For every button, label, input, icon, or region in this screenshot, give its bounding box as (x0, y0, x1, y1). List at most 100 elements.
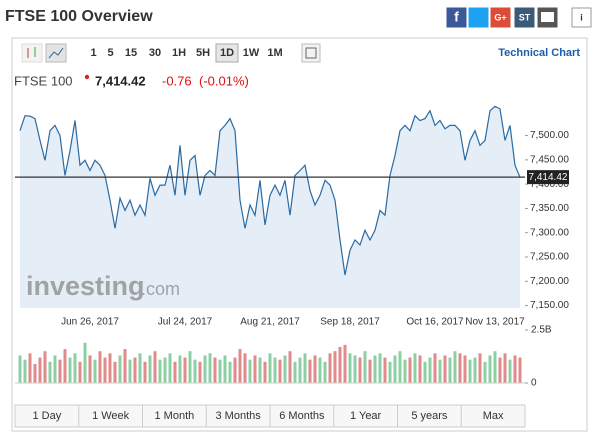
volume-bar (343, 344, 347, 383)
volume-bar (498, 357, 502, 383)
volume-bar (313, 355, 317, 383)
interval-button[interactable]: 30 (149, 47, 161, 59)
volume-bar (38, 357, 42, 383)
volume-bar (208, 353, 212, 383)
volume-bar (133, 357, 137, 383)
volume-bar (363, 351, 367, 383)
range-button[interactable]: Max (483, 410, 504, 422)
volume-bar (203, 355, 207, 383)
volume-bar (138, 353, 142, 383)
y-tick-label: 7,150.00 (530, 300, 569, 311)
range-button[interactable]: 5 years (411, 410, 448, 422)
volume-bar (113, 361, 117, 383)
interval-active (215, 43, 239, 63)
x-tick-label: Sep 18, 2017 (320, 317, 380, 328)
volume-bar (223, 355, 227, 383)
range-button[interactable]: 1 Week (92, 410, 130, 422)
volume-bar (393, 355, 397, 383)
widget-frame (11, 37, 588, 432)
interval-button[interactable]: 1W (243, 47, 260, 59)
volume-bar (483, 361, 487, 383)
volume-bar (373, 355, 377, 383)
volume-bar (88, 355, 92, 383)
range-button[interactable]: 1 Year (350, 410, 382, 422)
x-tick-label: Nov 13, 2017 (465, 317, 525, 328)
volume-bar (243, 353, 247, 383)
volume-bar (143, 361, 147, 383)
volume-bar (118, 355, 122, 383)
share-icon[interactable] (446, 7, 467, 28)
y-tick-label: 7,450.00 (530, 154, 569, 165)
volume-bar (508, 359, 512, 383)
volume-bar (318, 357, 322, 383)
interval-button[interactable]: 5H (196, 47, 210, 59)
volume-bar (273, 357, 277, 383)
volume-bar (293, 361, 297, 383)
y-tick-label: 7,400.00 (530, 179, 569, 190)
volume-bar (413, 353, 417, 383)
volume-bar (358, 357, 362, 383)
interval-button[interactable]: 1H (172, 47, 186, 59)
interval-button[interactable]: 5 (107, 47, 113, 59)
volume-tick-label: 2.5B (531, 325, 552, 336)
quote-price: 7,414.42 (95, 73, 146, 88)
y-tick-label: 7,350.00 (530, 203, 569, 214)
settings-glyph (305, 47, 317, 59)
volume-bar (58, 359, 62, 383)
range-button[interactable]: 1 Day (33, 410, 62, 422)
volume-bar (288, 351, 292, 383)
volume-bar (283, 355, 287, 383)
volume-bar (368, 359, 372, 383)
range-button[interactable]: 1 Month (155, 410, 195, 422)
interval-button[interactable]: 1M (267, 47, 282, 59)
range-button[interactable]: 6 Months (279, 410, 325, 422)
interval-button[interactable]: 1 (90, 47, 96, 59)
interval-button[interactable]: 15 (125, 47, 137, 59)
volume-bar (68, 357, 72, 383)
last-price-box (527, 170, 569, 185)
quote-name: FTSE 100 (14, 73, 73, 88)
volume-bar (348, 353, 352, 383)
volume-bar (213, 357, 217, 383)
volume-bar (148, 355, 152, 383)
volume-bar (183, 357, 187, 383)
x-tick-label: Jul 24, 2017 (158, 317, 213, 328)
technical-chart-link[interactable]: Technical Chart (498, 47, 580, 59)
volume-tick-label: 0 (531, 378, 537, 389)
watermark-suffix: .com (141, 279, 180, 299)
volume-bar (93, 359, 97, 383)
volume-bar (158, 359, 162, 383)
y-tick-label: 7,500.00 (530, 130, 569, 141)
volume-bar (493, 351, 497, 383)
volume-bar (463, 355, 467, 383)
volume-bar (233, 357, 237, 383)
volume-bar (33, 363, 37, 383)
share-icon[interactable] (490, 7, 511, 28)
volume-bar (473, 357, 477, 383)
volume-bar (403, 359, 407, 383)
volume-bar (98, 351, 102, 383)
volume-bar (248, 359, 252, 383)
volume-bar (168, 353, 172, 383)
settings-icon[interactable] (301, 43, 321, 63)
y-tick-label: 7,300.00 (530, 227, 569, 238)
volume-bar (78, 361, 82, 383)
volume-bar (188, 351, 192, 383)
interval-button[interactable]: 1D (220, 47, 234, 59)
share-icon[interactable] (468, 7, 489, 28)
share-icon[interactable] (571, 7, 592, 28)
volume-bar (193, 359, 197, 383)
price-line (19, 105, 521, 276)
volume-bar (428, 357, 432, 383)
volume-bar (303, 353, 307, 383)
line-glyph (48, 47, 64, 59)
share-icon[interactable] (514, 7, 535, 28)
x-tick-label: Oct 16, 2017 (406, 317, 464, 328)
chart-type-icons[interactable] (21, 43, 321, 63)
volume-bar (383, 357, 387, 383)
candle-icon[interactable] (21, 43, 43, 63)
title: FTSE 100 Overview (5, 8, 153, 25)
live-dot (84, 74, 90, 80)
range-button[interactable]: 3 Months (216, 410, 262, 422)
